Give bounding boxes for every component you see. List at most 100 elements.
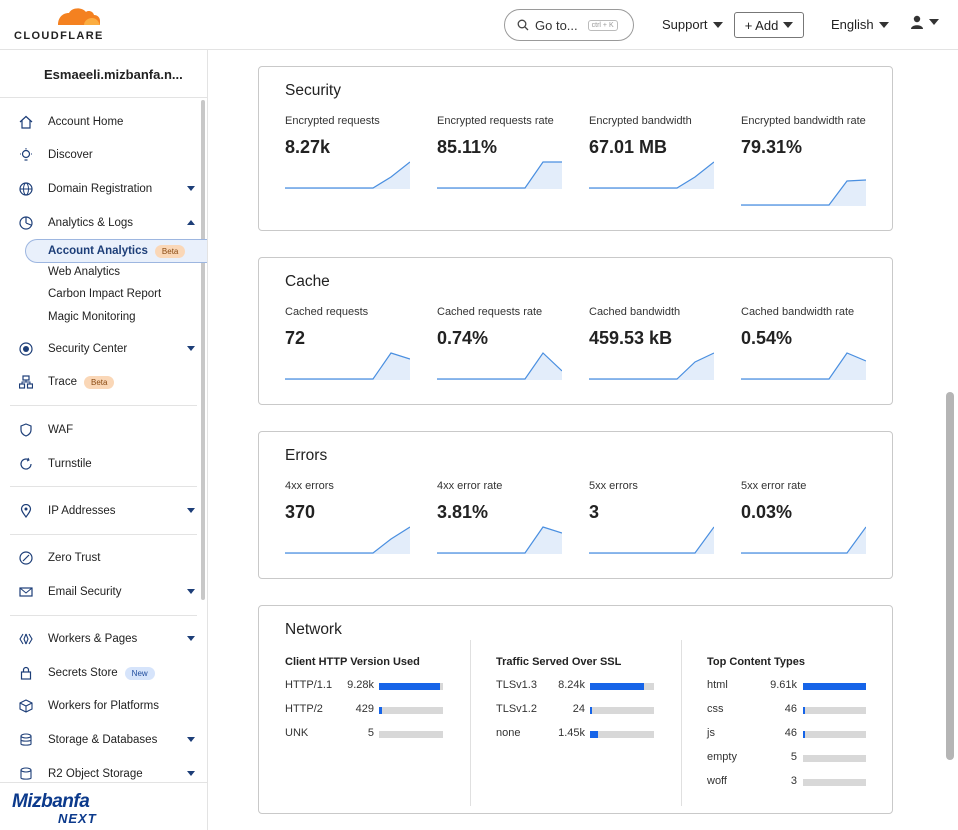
- column-divider: [681, 640, 682, 806]
- sidebar-item-label: Security Center: [48, 343, 128, 355]
- metric: Encrypted requests rate 85.11%: [437, 113, 567, 158]
- network-row-value: 9.61k: [770, 679, 797, 691]
- metric-label: 5xx errors: [589, 480, 638, 492]
- progress-bar-fill: [590, 683, 644, 690]
- progress-bar: [803, 755, 866, 762]
- sidebar-item-turnstile[interactable]: Turnstile: [0, 449, 200, 479]
- shield-icon: [18, 422, 34, 438]
- sidebar-item-workers-pages[interactable]: Workers & Pages: [0, 624, 200, 654]
- sidebar-item-ip-addresses[interactable]: IP Addresses: [0, 496, 200, 526]
- sidebar-item-email-security[interactable]: Email Security: [0, 577, 200, 607]
- sparkline: [437, 352, 562, 380]
- metric-value: 72: [285, 328, 306, 348]
- network-card: Network Client HTTP Version Used HTTP/1.…: [258, 605, 893, 814]
- network-row-label: empty: [707, 751, 737, 763]
- card-title: Errors: [285, 447, 328, 464]
- chevron-down-icon: [187, 771, 195, 776]
- network-row-value: 9.28k: [347, 679, 374, 691]
- metric-value: 3: [589, 502, 600, 522]
- sidebar-item-analytics-logs[interactable]: Analytics & Logs: [0, 208, 200, 238]
- sidebar-subitem-magic-monitoring[interactable]: Magic Monitoring: [48, 311, 136, 323]
- metric-label: Encrypted bandwidth rate: [741, 115, 866, 127]
- metric-label: Cached bandwidth rate: [741, 306, 855, 318]
- progress-bar: [803, 683, 866, 690]
- goto-label: Go to...: [535, 17, 578, 33]
- top-bar: CLOUDFLARE Go to... ctrl + K Support + A…: [0, 0, 958, 50]
- network-row-label: js: [707, 727, 715, 739]
- brand-divider: [0, 782, 207, 783]
- zero-trust-icon: [18, 550, 34, 566]
- chevron-down-icon: [187, 186, 195, 191]
- account-name[interactable]: Esmaeeli.mizbanfa.n...: [0, 50, 207, 98]
- network-row: css 46: [707, 703, 869, 717]
- chevron-down-icon: [878, 21, 889, 28]
- goto-search-button[interactable]: Go to... ctrl + K: [504, 9, 634, 41]
- progress-bar: [803, 707, 866, 714]
- network-column-title: Traffic Served Over SSL: [496, 656, 622, 668]
- cloudflare-logo[interactable]: CLOUDFLARE: [14, 6, 104, 42]
- sparkline: [589, 352, 714, 380]
- sidebar-item-security-center[interactable]: Security Center: [0, 334, 200, 364]
- progress-bar: [590, 683, 654, 690]
- sparkline: [285, 352, 410, 380]
- sidebar-subitem-carbon-impact-report[interactable]: Carbon Impact Report: [48, 288, 162, 300]
- progress-bar: [590, 731, 654, 738]
- sidebar-item-r2-object-storage[interactable]: R2 Object Storage: [0, 759, 200, 789]
- metric-value: 459.53 kB: [589, 328, 673, 348]
- progress-bar: [379, 707, 443, 714]
- progress-bar: [803, 779, 866, 786]
- sidebar-divider: [10, 534, 197, 535]
- chevron-down-icon: [187, 346, 195, 351]
- add-label: + Add: [744, 17, 779, 33]
- sidebar-subitem-account-analytics[interactable]: Account Analytics Beta: [25, 239, 207, 263]
- network-row: TLSv1.2 24: [496, 703, 656, 717]
- chevron-up-icon: [187, 220, 195, 225]
- sidebar-item-trace[interactable]: Trace Beta: [0, 367, 200, 397]
- sidebar-subitem-web-analytics[interactable]: Web Analytics: [48, 266, 121, 278]
- sidebar-item-discover[interactable]: Discover: [0, 140, 200, 170]
- metric-label: Encrypted requests rate: [437, 115, 554, 127]
- sidebar-item-waf[interactable]: WAF: [0, 415, 200, 445]
- mail-icon: [18, 584, 34, 600]
- chart-icon: [18, 215, 34, 231]
- lock-icon: [18, 665, 34, 681]
- network-row-label: TLSv1.2: [496, 703, 537, 715]
- language-label: English: [831, 17, 874, 32]
- network-row: HTTP/1.1 9.28k: [285, 679, 445, 693]
- sidebar-item-label: Domain Registration: [48, 183, 153, 195]
- metric-value: 8.27k: [285, 137, 331, 157]
- chevron-down-icon: [187, 737, 195, 742]
- sidebar-item-domain-registration[interactable]: Domain Registration: [0, 174, 200, 204]
- language-menu[interactable]: English: [831, 17, 889, 32]
- network-row-label: TLSv1.3: [496, 679, 537, 691]
- user-menu[interactable]: [910, 15, 939, 29]
- support-menu[interactable]: Support: [662, 17, 723, 32]
- sidebar-item-secrets-store[interactable]: Secrets Store New: [0, 658, 200, 688]
- add-button[interactable]: + Add: [734, 12, 804, 38]
- trace-icon: [18, 374, 34, 390]
- main-scrollbar[interactable]: [946, 392, 954, 760]
- sidebar-item-storage-databases[interactable]: Storage & Databases: [0, 725, 200, 755]
- sparkline: [437, 161, 562, 189]
- network-row-label: html: [707, 679, 728, 691]
- sidebar-item-zero-trust[interactable]: Zero Trust: [0, 543, 200, 573]
- network-row: none 1.45k: [496, 727, 656, 741]
- sidebar-scrollbar[interactable]: [201, 100, 205, 600]
- sidebar-item-workers-for-platforms[interactable]: Workers for Platforms: [0, 691, 200, 721]
- support-label: Support: [662, 17, 708, 32]
- sidebar-item-account-home[interactable]: Account Home: [0, 107, 200, 137]
- security-card: Security Encrypted requests 8.27k Encryp…: [258, 66, 893, 231]
- progress-bar-fill: [803, 707, 805, 714]
- metric: Cached requests rate 0.74%: [437, 304, 567, 349]
- metric-value: 0.54%: [741, 328, 793, 348]
- errors-card: Errors 4xx errors 370 4xx error rate 3.8…: [258, 431, 893, 579]
- database-icon: [18, 732, 34, 748]
- sparkline: [285, 161, 410, 189]
- sidebar-item-label: IP Addresses: [48, 505, 116, 517]
- metric-label: Encrypted bandwidth: [589, 115, 692, 127]
- sparkline: [741, 352, 866, 380]
- sidebar: Esmaeeli.mizbanfa.n... Account Home Disc…: [0, 50, 208, 830]
- globe-icon: [18, 181, 34, 197]
- metric: 5xx error rate 0.03%: [741, 478, 871, 523]
- beta-badge: Beta: [83, 375, 115, 389]
